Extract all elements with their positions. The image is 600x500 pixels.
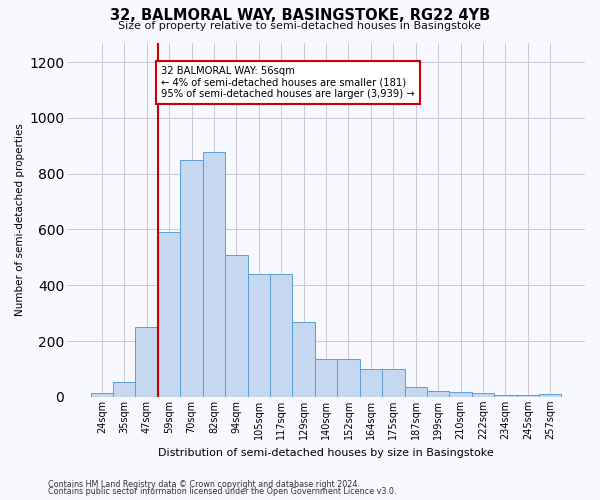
Bar xyxy=(315,359,337,397)
Bar xyxy=(203,152,225,397)
X-axis label: Distribution of semi-detached houses by size in Basingstoke: Distribution of semi-detached houses by … xyxy=(158,448,494,458)
Bar xyxy=(225,254,248,397)
Bar xyxy=(270,274,292,397)
Bar xyxy=(539,394,562,397)
Bar xyxy=(180,160,203,397)
Text: Contains HM Land Registry data © Crown copyright and database right 2024.: Contains HM Land Registry data © Crown c… xyxy=(48,480,360,489)
Bar xyxy=(494,396,517,397)
Bar xyxy=(472,392,494,397)
Bar xyxy=(359,369,382,397)
Bar xyxy=(136,327,158,397)
Bar xyxy=(158,232,180,397)
Bar xyxy=(91,392,113,397)
Text: Contains public sector information licensed under the Open Government Licence v3: Contains public sector information licen… xyxy=(48,488,397,496)
Bar xyxy=(404,387,427,397)
Bar xyxy=(248,274,270,397)
Bar xyxy=(292,322,315,397)
Bar xyxy=(427,390,449,397)
Bar xyxy=(449,392,472,397)
Bar xyxy=(382,369,404,397)
Bar xyxy=(517,396,539,397)
Text: 32, BALMORAL WAY, BASINGSTOKE, RG22 4YB: 32, BALMORAL WAY, BASINGSTOKE, RG22 4YB xyxy=(110,8,490,22)
Y-axis label: Number of semi-detached properties: Number of semi-detached properties xyxy=(15,124,25,316)
Bar xyxy=(337,359,359,397)
Text: 32 BALMORAL WAY: 56sqm
← 4% of semi-detached houses are smaller (181)
95% of sem: 32 BALMORAL WAY: 56sqm ← 4% of semi-deta… xyxy=(161,66,415,100)
Bar xyxy=(113,382,136,397)
Text: Size of property relative to semi-detached houses in Basingstoke: Size of property relative to semi-detach… xyxy=(119,21,482,31)
